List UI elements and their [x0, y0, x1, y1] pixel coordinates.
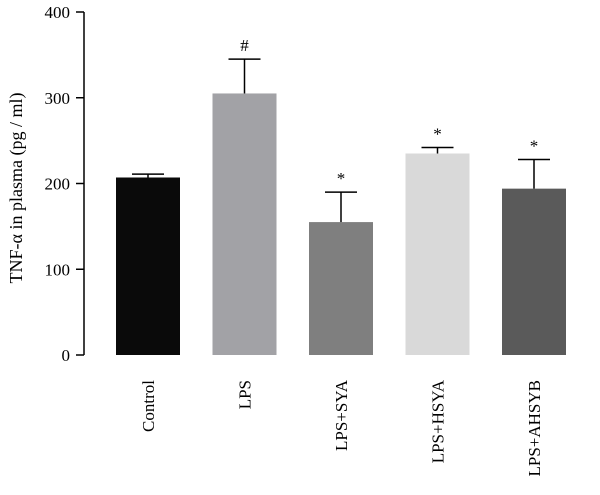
significance-marker: *	[337, 169, 346, 188]
x-tick-label: LPS+AHSYB	[525, 380, 544, 477]
x-tick-label: LPS+SYA	[332, 379, 351, 451]
x-tick-label: LPS+HSYA	[429, 379, 448, 463]
significance-marker: *	[433, 124, 442, 143]
y-tick-label: 400	[45, 3, 71, 22]
bar	[309, 222, 373, 355]
bar	[212, 93, 277, 356]
x-axis-labels: Control LPS LPS+SYA LPS+HSYA LPS+AHSYB	[139, 379, 544, 476]
bar	[116, 177, 180, 355]
y-tick-label: 300	[45, 89, 71, 108]
x-tick-label: LPS	[236, 380, 255, 409]
significance-marker: *	[530, 136, 539, 155]
x-tick-label: Control	[139, 380, 158, 432]
y-tick-label: 200	[45, 175, 71, 194]
y-axis-title: TNF-α in plasma (pg / ml)	[6, 93, 27, 284]
bar	[502, 188, 566, 355]
significance-marker: #	[240, 36, 249, 55]
bar	[405, 153, 470, 355]
bars: # * * *	[116, 36, 566, 356]
y-axis: 0 100 200 300 400	[45, 3, 85, 365]
y-tick-label: 100	[45, 260, 71, 279]
y-tick-label: 0	[62, 346, 71, 365]
